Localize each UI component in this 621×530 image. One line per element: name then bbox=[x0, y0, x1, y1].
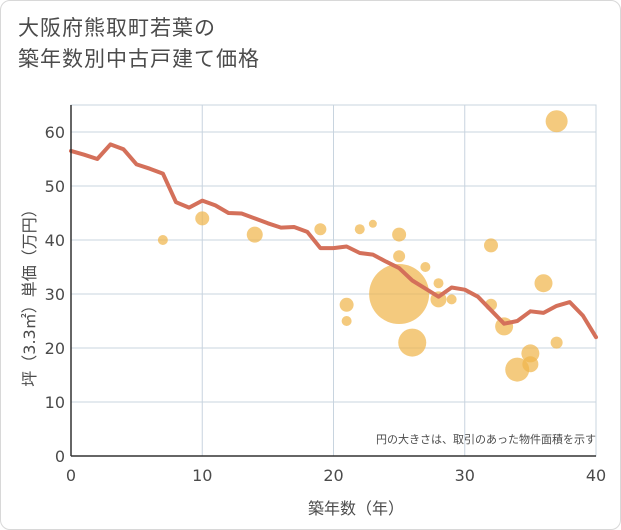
data-bubble bbox=[354, 224, 365, 235]
x-tick-label: 10 bbox=[192, 466, 212, 485]
data-bubble bbox=[392, 227, 407, 242]
data-bubble bbox=[446, 294, 457, 305]
data-bubble bbox=[545, 110, 568, 133]
data-bubble bbox=[550, 336, 563, 349]
y-tick-label: 50 bbox=[45, 177, 65, 196]
x-tick-label: 40 bbox=[586, 466, 606, 485]
x-tick-label: 20 bbox=[323, 466, 343, 485]
data-bubble bbox=[195, 211, 210, 226]
x-axis-label: 築年数（年） bbox=[308, 499, 404, 518]
y-tick-label: 60 bbox=[45, 123, 65, 142]
y-tick-label: 30 bbox=[45, 285, 65, 304]
data-bubble bbox=[393, 250, 406, 263]
size-note: 円の大きさは、取引のあった物件面積を示す bbox=[376, 432, 596, 446]
x-tick-label: 30 bbox=[455, 466, 475, 485]
data-bubble bbox=[246, 226, 263, 243]
data-bubble bbox=[157, 235, 168, 245]
bubble-layer bbox=[157, 110, 568, 382]
chart-title-line2: 築年数別中古戸建て価格 bbox=[18, 47, 260, 71]
chart-title-line1: 大阪府熊取町若葉の bbox=[18, 16, 216, 40]
y-tick-label: 0 bbox=[55, 447, 65, 466]
x-tick-label: 0 bbox=[66, 466, 76, 485]
data-bubble bbox=[341, 316, 352, 326]
y-tick-label: 40 bbox=[45, 231, 65, 250]
data-bubble bbox=[484, 238, 498, 253]
chart-title: 大阪府熊取町若葉の 築年数別中古戸建て価格 bbox=[18, 13, 260, 75]
y-axis-label: 坪（3.3㎡）単価（万円） bbox=[20, 201, 39, 386]
data-bubble bbox=[398, 328, 427, 357]
data-bubble bbox=[314, 223, 327, 236]
y-tick-label: 20 bbox=[45, 339, 65, 358]
data-bubble bbox=[534, 274, 553, 293]
data-bubble bbox=[522, 356, 539, 373]
data-bubble bbox=[369, 264, 430, 324]
data-bubble bbox=[368, 219, 377, 228]
average-price-line bbox=[69, 142, 598, 340]
axes bbox=[70, 105, 596, 457]
data-bubble bbox=[339, 297, 354, 312]
average-line-layer bbox=[69, 142, 598, 340]
data-bubble bbox=[433, 278, 444, 289]
grid-lines bbox=[70, 104, 597, 457]
y-tick-label: 10 bbox=[45, 393, 65, 412]
tick-labels: 0 10 20 30 40 50 60 0 10 20 30 40 bbox=[45, 123, 607, 485]
data-bubble bbox=[420, 262, 431, 272]
